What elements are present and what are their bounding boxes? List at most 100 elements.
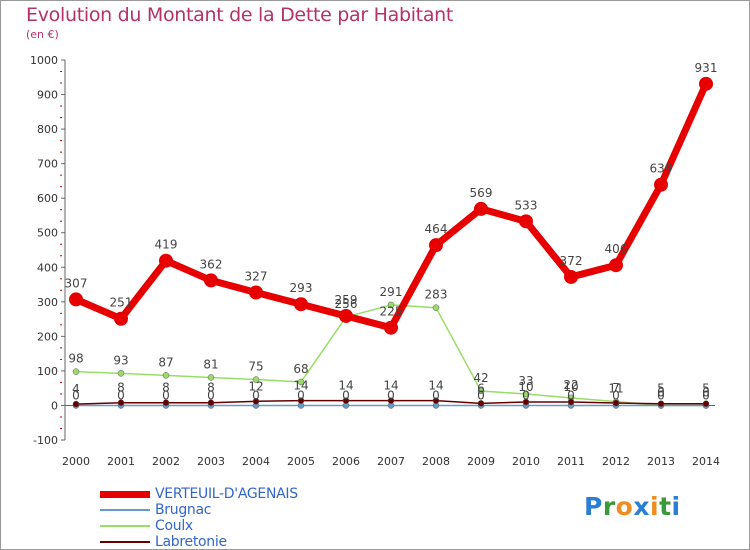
data-point-2 <box>387 301 395 309</box>
x-tick-label: 2003 <box>197 455 225 468</box>
x-tick-label: 2000 <box>62 455 90 468</box>
y-tick-label: 600 <box>37 192 58 205</box>
y-tick-label: 300 <box>37 296 58 309</box>
data-label-1: 0 <box>702 388 710 402</box>
data-point-3 <box>612 399 620 407</box>
data-point-0 <box>204 273 218 288</box>
data-label-1: 0 <box>252 388 260 402</box>
data-point-0 <box>339 308 353 323</box>
x-tick-label: 2004 <box>242 455 270 468</box>
data-point-3 <box>522 398 530 406</box>
x-tick-label: 2014 <box>692 455 720 468</box>
data-point-0 <box>249 285 263 300</box>
data-label-3: 8 <box>207 381 215 395</box>
data-label-2: 87 <box>158 355 173 369</box>
legend-label-labretonie: Labretonie <box>155 534 227 550</box>
data-label-0: 372 <box>560 254 583 268</box>
logo-letter-2: o <box>615 492 634 521</box>
data-label-0: 464 <box>425 222 448 236</box>
data-point-2 <box>432 304 440 311</box>
data-label-3: 6 <box>477 381 485 395</box>
data-label-1: 0 <box>117 388 125 402</box>
data-label-0: 931 <box>695 61 718 75</box>
data-label-1: 0 <box>657 388 665 402</box>
logo-letter-6: i <box>671 492 681 521</box>
data-point-0 <box>699 76 713 91</box>
data-point-3 <box>162 399 170 406</box>
data-label-2: 291 <box>380 285 403 299</box>
data-label-3: 5 <box>657 382 665 396</box>
proxiti-logo: Proxiti <box>584 492 681 521</box>
data-label-1: 0 <box>522 388 530 402</box>
data-point-0 <box>294 297 308 312</box>
data-label-2: 0 <box>657 385 665 399</box>
data-label-2: 98 <box>68 352 83 366</box>
data-point-0 <box>159 253 173 268</box>
data-point-0 <box>114 311 128 326</box>
data-point-2 <box>297 378 305 386</box>
legend-item-brugnac: Brugnac <box>100 502 211 518</box>
data-label-1: 0 <box>72 388 80 402</box>
data-label-1: 0 <box>612 388 620 402</box>
data-label-2: 11 <box>608 382 623 396</box>
data-label-1: 0 <box>567 388 575 402</box>
data-label-3: 14 <box>338 379 353 393</box>
data-label-3: 14 <box>293 379 308 393</box>
legend-item-labretonie: Labretonie <box>100 534 227 550</box>
data-point-3 <box>297 397 305 404</box>
data-label-0: 259 <box>335 293 358 307</box>
legend-swatch-coulx <box>100 525 150 527</box>
data-point-3 <box>567 398 575 406</box>
data-label-2: 81 <box>203 357 218 371</box>
data-label-0: 251 <box>110 296 133 310</box>
data-label-1: 0 <box>432 388 440 402</box>
data-label-3: 8 <box>162 381 170 395</box>
data-point-0 <box>654 177 668 192</box>
data-label-1: 0 <box>342 388 350 402</box>
logo-letter-1: r <box>602 492 616 521</box>
x-tick-label: 2009 <box>467 455 495 468</box>
data-point-2 <box>522 390 530 398</box>
y-tick-label: -100 <box>33 434 58 447</box>
data-label-3: 10 <box>518 380 533 394</box>
data-point-3 <box>207 399 215 406</box>
x-tick-label: 2013 <box>647 455 675 468</box>
data-label-3: 8 <box>117 381 125 395</box>
legend-swatch-brugnac <box>100 509 150 511</box>
data-label-3: 4 <box>72 382 80 396</box>
data-label-2: 283 <box>425 288 448 302</box>
data-label-1: 0 <box>477 388 485 402</box>
data-label-2: 22 <box>563 378 578 392</box>
x-tick-label: 2007 <box>377 455 405 468</box>
data-point-3 <box>657 400 665 407</box>
y-tick-label: 200 <box>37 330 58 343</box>
y-tick-label: 500 <box>37 227 58 240</box>
data-label-2: 75 <box>248 360 263 374</box>
data-label-0: 406 <box>605 242 628 256</box>
x-tick-label: 2001 <box>107 455 135 468</box>
data-label-0: 225 <box>380 305 403 319</box>
legend-label-coulx: Coulx <box>155 518 193 534</box>
x-tick-label: 2011 <box>557 455 585 468</box>
data-label-2: 256 <box>335 297 358 311</box>
data-label-1: 0 <box>162 388 170 402</box>
data-label-3: 14 <box>383 379 398 393</box>
data-point-0 <box>519 214 533 229</box>
data-point-3 <box>702 400 710 407</box>
logo-letter-4: i <box>650 492 660 521</box>
data-label-1: 0 <box>387 388 395 402</box>
data-point-2 <box>162 372 170 379</box>
data-label-0: 327 <box>245 269 268 283</box>
data-point-3 <box>72 400 80 408</box>
x-tick-label: 2006 <box>332 455 360 468</box>
legend-swatch-labretonie <box>100 541 150 543</box>
data-point-3 <box>342 397 350 404</box>
logo-letter-3: x <box>633 492 650 521</box>
legend-label-verteuil: VERTEUIL-D'AGENAIS <box>155 486 298 502</box>
data-label-2: 42 <box>473 371 488 385</box>
data-point-0 <box>474 201 488 216</box>
y-tick-label: 1000 <box>30 54 58 67</box>
y-tick-label: 800 <box>37 123 58 136</box>
